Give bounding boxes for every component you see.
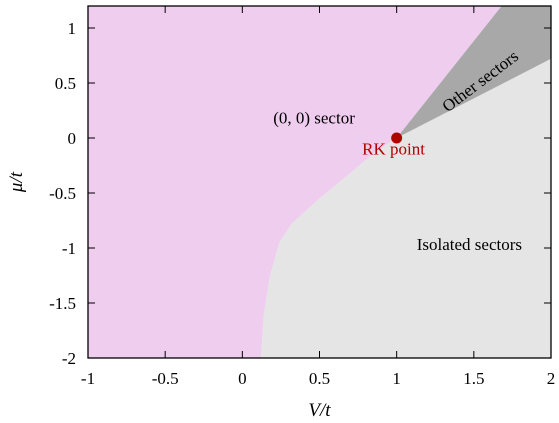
region-label-0: (0, 0) sector bbox=[273, 109, 355, 128]
x-tick-label: 2 bbox=[547, 369, 556, 388]
points-layer: RK point bbox=[362, 132, 425, 159]
x-tick-label: 1.5 bbox=[463, 369, 484, 388]
x-axis-title: V/t bbox=[308, 400, 331, 421]
region-label-1: Isolated sectors bbox=[417, 235, 522, 254]
x-tick-label: -0.5 bbox=[152, 369, 179, 388]
y-axis-title: μ/t bbox=[6, 171, 27, 193]
x-tick-label: 0 bbox=[238, 369, 247, 388]
region-other-sectors bbox=[396, 6, 551, 138]
y-tick-label: -0.5 bbox=[49, 184, 76, 203]
y-tick-label: -1 bbox=[62, 239, 76, 258]
y-tick-label: -2 bbox=[62, 349, 76, 368]
region-0-0-sector bbox=[88, 6, 502, 358]
region-isolated-sectors bbox=[260, 58, 551, 358]
x-tick-label: -1 bbox=[81, 369, 95, 388]
y-tick-label: 0.5 bbox=[55, 74, 76, 93]
x-tick-label: 0.5 bbox=[309, 369, 330, 388]
axis-ticks: -1 -0.5 0 0.5 1 1.5 2 -2 -1.5 -1 -0.5 0 0.5 1 bbox=[49, 6, 555, 388]
rk-point-marker bbox=[391, 132, 403, 144]
y-tick-label: -1.5 bbox=[49, 294, 76, 313]
regions-layer bbox=[88, 6, 551, 358]
x-tick-label: 1 bbox=[392, 369, 401, 388]
y-tick-label: 1 bbox=[68, 19, 77, 38]
rk-point-label: RK point bbox=[362, 140, 425, 159]
y-tick-label: 0 bbox=[68, 129, 77, 148]
